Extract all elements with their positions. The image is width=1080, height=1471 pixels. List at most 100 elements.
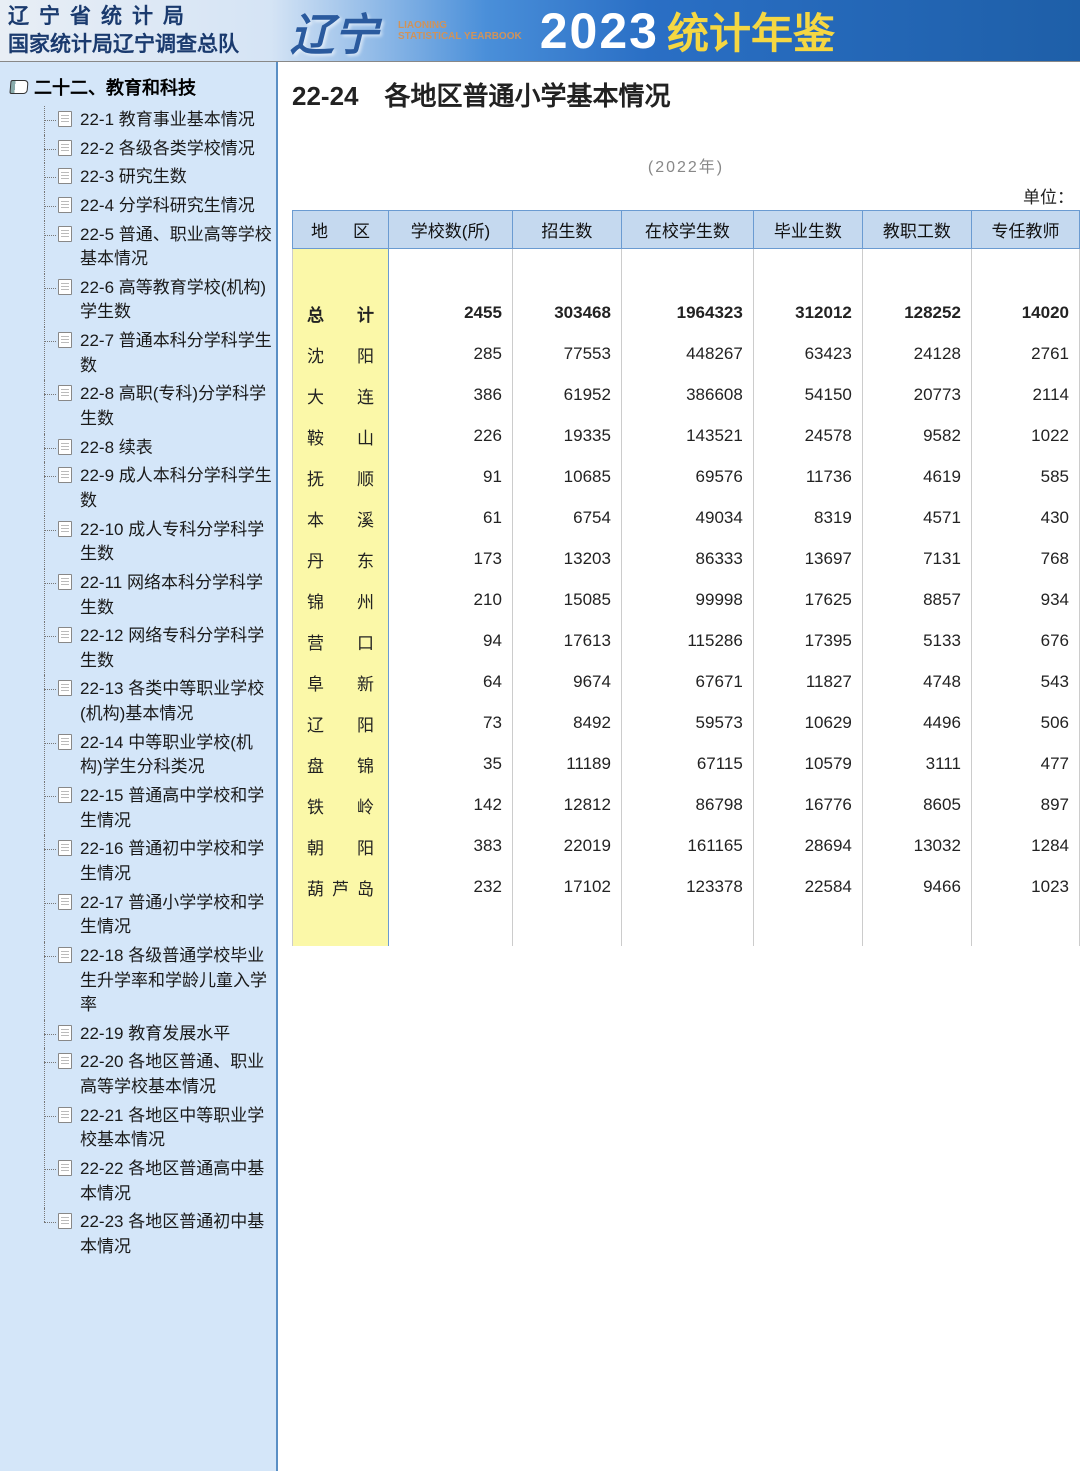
sidebar-item[interactable]: 22-6 高等教育学校(机构)学生数 — [4, 274, 272, 327]
sidebar-item-link[interactable]: 22-12 网络专科分学科学生数 — [80, 624, 272, 673]
sidebar-item-link[interactable]: 22-18 各级普通学校毕业生升学率和学龄儿童入学率 — [80, 944, 272, 1018]
document-icon — [58, 332, 72, 348]
main-layout: 二十二、教育和科技 22-1 教育事业基本情况 22-2 各级各类学校情况 22-3… — [0, 62, 1080, 1471]
sidebar-item[interactable]: 22-16 普通初中学校和学生情况 — [4, 835, 272, 888]
table-row: 朝 阳3832201916116528694130321284 — [293, 826, 1080, 867]
sidebar-item-link[interactable]: 22-6 高等教育学校(机构)学生数 — [80, 276, 272, 325]
sidebar-item[interactable]: 22-17 普通小学学校和学生情况 — [4, 889, 272, 942]
section-title[interactable]: 二十二、教育和科技 — [4, 70, 272, 106]
data-cell: 20773 — [862, 375, 971, 416]
sidebar-item[interactable]: 22-4 分学科研究生情况 — [4, 192, 272, 221]
sidebar-item[interactable]: 22-19 教育发展水平 — [4, 1020, 272, 1049]
sidebar-item[interactable]: 22-8 续表 — [4, 434, 272, 463]
sidebar-item[interactable]: 22-3 研究生数 — [4, 163, 272, 192]
table-total-row: 总 计2455303468196432331201212825214020 — [293, 293, 1080, 334]
sidebar-item-link[interactable]: 22-11 网络本科分学科学生数 — [80, 571, 272, 620]
data-cell: 24578 — [753, 416, 862, 457]
data-cell: 10579 — [753, 744, 862, 785]
table-row: 丹 东1731320386333136977131768 — [293, 539, 1080, 580]
region-cell: 大 连 — [293, 375, 389, 416]
document-icon — [58, 467, 72, 483]
data-cell: 585 — [971, 457, 1079, 498]
data-cell: 22019 — [512, 826, 621, 867]
data-cell: 15085 — [512, 580, 621, 621]
sidebar-item[interactable]: 22-15 普通高中学校和学生情况 — [4, 782, 272, 835]
sidebar-item-link[interactable]: 22-14 中等职业学校(机构)学生分科类况 — [80, 731, 272, 780]
table-column-header: 专任教师 — [971, 211, 1079, 249]
sidebar-item[interactable]: 22-11 网络本科分学科学生数 — [4, 569, 272, 622]
data-cell: 77553 — [512, 334, 621, 375]
sidebar-item-link[interactable]: 22-1 教育事业基本情况 — [80, 108, 272, 133]
sidebar-item[interactable]: 22-8 高职(专科)分学科学生数 — [4, 380, 272, 433]
data-cell: 10629 — [753, 703, 862, 744]
sidebar-item-link[interactable]: 22-23 各地区普通初中基本情况 — [80, 1210, 272, 1259]
sidebar-item[interactable]: 22-14 中等职业学校(机构)学生分科类况 — [4, 729, 272, 782]
sidebar-item-link[interactable]: 22-8 续表 — [80, 436, 272, 461]
sidebar-item[interactable]: 22-13 各类中等职业学校(机构)基本情况 — [4, 675, 272, 728]
data-cell: 210 — [389, 580, 513, 621]
sidebar-item-link[interactable]: 22-21 各地区中等职业学校基本情况 — [80, 1104, 272, 1153]
sidebar-item-link[interactable]: 22-2 各级各类学校情况 — [80, 137, 272, 162]
sidebar-item[interactable]: 22-10 成人专科分学科学生数 — [4, 516, 272, 569]
header-year: 2023 — [532, 2, 667, 60]
total-value-cell: 14020 — [971, 293, 1079, 334]
document-icon — [58, 894, 72, 910]
sidebar-item-link[interactable]: 22-16 普通初中学校和学生情况 — [80, 837, 272, 886]
sidebar-item[interactable]: 22-12 网络专科分学科学生数 — [4, 622, 272, 675]
sidebar-item-link[interactable]: 22-10 成人专科分学科学生数 — [80, 518, 272, 567]
document-icon — [58, 840, 72, 856]
sidebar-item[interactable]: 22-21 各地区中等职业学校基本情况 — [4, 1102, 272, 1155]
sidebar-item-link[interactable]: 22-19 教育发展水平 — [80, 1022, 272, 1047]
sidebar-item-link[interactable]: 22-20 各地区普通、职业高等学校基本情况 — [80, 1050, 272, 1099]
subtitle-en: LIAONING STATISTICAL YEARBOOK — [388, 20, 532, 42]
total-label-cell: 总 计 — [293, 293, 389, 334]
sidebar-item[interactable]: 22-5 普通、职业高等学校基本情况 — [4, 221, 272, 274]
table-column-header: 教职工数 — [862, 211, 971, 249]
sidebar-item-link[interactable]: 22-17 普通小学学校和学生情况 — [80, 891, 272, 940]
sidebar-item[interactable]: 22-9 成人本科分学科学生数 — [4, 462, 272, 515]
sidebar-item[interactable]: 22-23 各地区普通初中基本情况 — [4, 1208, 272, 1261]
sidebar-item-link[interactable]: 22-7 普通本科分学科学生数 — [80, 329, 272, 378]
content-area: 22-24 各地区普通小学基本情况 (2022年) 单位： 地 区学校数(所)招… — [278, 62, 1080, 1471]
sidebar-item[interactable]: 22-7 普通本科分学科学生数 — [4, 327, 272, 380]
data-cell: 67671 — [621, 662, 753, 703]
sidebar-item[interactable]: 22-1 教育事业基本情况 — [4, 106, 272, 135]
sidebar-item[interactable]: 22-2 各级各类学校情况 — [4, 135, 272, 164]
data-cell: 2114 — [971, 375, 1079, 416]
sidebar-item-link[interactable]: 22-9 成人本科分学科学生数 — [80, 464, 272, 513]
sidebar-item-link[interactable]: 22-22 各地区普通高中基本情况 — [80, 1157, 272, 1206]
data-cell: 1284 — [971, 826, 1079, 867]
data-cell: 7131 — [862, 539, 971, 580]
data-cell: 11827 — [753, 662, 862, 703]
sidebar-item[interactable]: 22-22 各地区普通高中基本情况 — [4, 1155, 272, 1208]
sidebar-item[interactable]: 22-18 各级普通学校毕业生升学率和学龄儿童入学率 — [4, 942, 272, 1020]
data-cell: 61952 — [512, 375, 621, 416]
sidebar-item-link[interactable]: 22-4 分学科研究生情况 — [80, 194, 272, 219]
document-icon — [58, 1107, 72, 1123]
book-icon — [9, 80, 28, 94]
table-column-header: 招生数 — [512, 211, 621, 249]
sidebar-item-link[interactable]: 22-3 研究生数 — [80, 165, 272, 190]
sidebar-item[interactable]: 22-20 各地区普通、职业高等学校基本情况 — [4, 1048, 272, 1101]
data-cell: 99998 — [621, 580, 753, 621]
total-value-cell: 303468 — [512, 293, 621, 334]
data-cell: 67115 — [621, 744, 753, 785]
data-cell: 16776 — [753, 785, 862, 826]
document-icon — [58, 226, 72, 242]
data-cell: 9466 — [862, 867, 971, 946]
table-row: 大 连3866195238660854150207732114 — [293, 375, 1080, 416]
region-cell: 丹 东 — [293, 539, 389, 580]
document-icon — [58, 1160, 72, 1176]
data-cell: 232 — [389, 867, 513, 946]
document-icon — [58, 279, 72, 295]
table-row: 本 溪6167544903483194571430 — [293, 498, 1080, 539]
nav-tree: 22-1 教育事业基本情况 22-2 各级各类学校情况 22-3 研究生数 22-4 … — [4, 106, 272, 1262]
document-icon — [58, 439, 72, 455]
sidebar-item-link[interactable]: 22-5 普通、职业高等学校基本情况 — [80, 223, 272, 272]
sidebar-item-link[interactable]: 22-13 各类中等职业学校(机构)基本情况 — [80, 677, 272, 726]
data-cell: 1022 — [971, 416, 1079, 457]
sidebar-item-link[interactable]: 22-8 高职(专科)分学科学生数 — [80, 382, 272, 431]
data-cell: 17613 — [512, 621, 621, 662]
sidebar-item-link[interactable]: 22-15 普通高中学校和学生情况 — [80, 784, 272, 833]
table-row: 沈 阳2857755344826763423241282761 — [293, 334, 1080, 375]
